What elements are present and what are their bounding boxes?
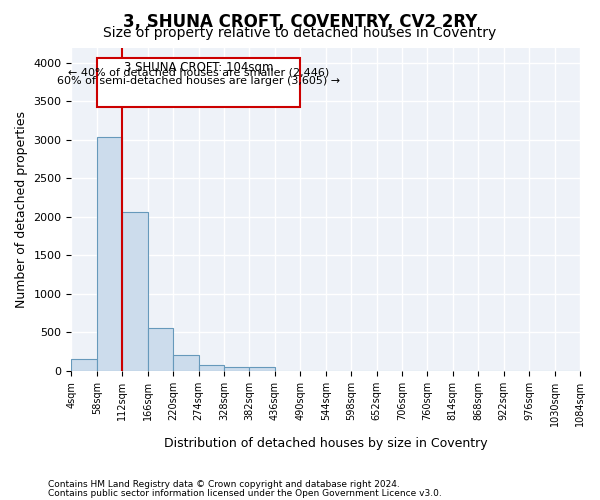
Text: 60% of semi-detached houses are larger (3,605) →: 60% of semi-detached houses are larger (… [57,76,340,86]
Text: Contains public sector information licensed under the Open Government Licence v3: Contains public sector information licen… [48,489,442,498]
X-axis label: Distribution of detached houses by size in Coventry: Distribution of detached houses by size … [164,437,488,450]
FancyBboxPatch shape [97,58,300,107]
Text: ← 40% of detached houses are smaller (2,446): ← 40% of detached houses are smaller (2,… [68,68,329,78]
Bar [250,368,275,371]
Text: Size of property relative to detached houses in Coventry: Size of property relative to detached ho… [103,26,497,40]
Bar [97,137,122,371]
Bar [224,367,250,371]
Text: Contains HM Land Registry data © Crown copyright and database right 2024.: Contains HM Land Registry data © Crown c… [48,480,400,489]
Bar [173,354,199,371]
Bar [71,360,97,371]
Bar [148,328,173,371]
Bar [199,365,224,371]
Bar [122,212,148,371]
Text: 3 SHUNA CROFT: 104sqm: 3 SHUNA CROFT: 104sqm [124,60,274,74]
Text: 3, SHUNA CROFT, COVENTRY, CV2 2RY: 3, SHUNA CROFT, COVENTRY, CV2 2RY [123,12,477,30]
Y-axis label: Number of detached properties: Number of detached properties [15,110,28,308]
